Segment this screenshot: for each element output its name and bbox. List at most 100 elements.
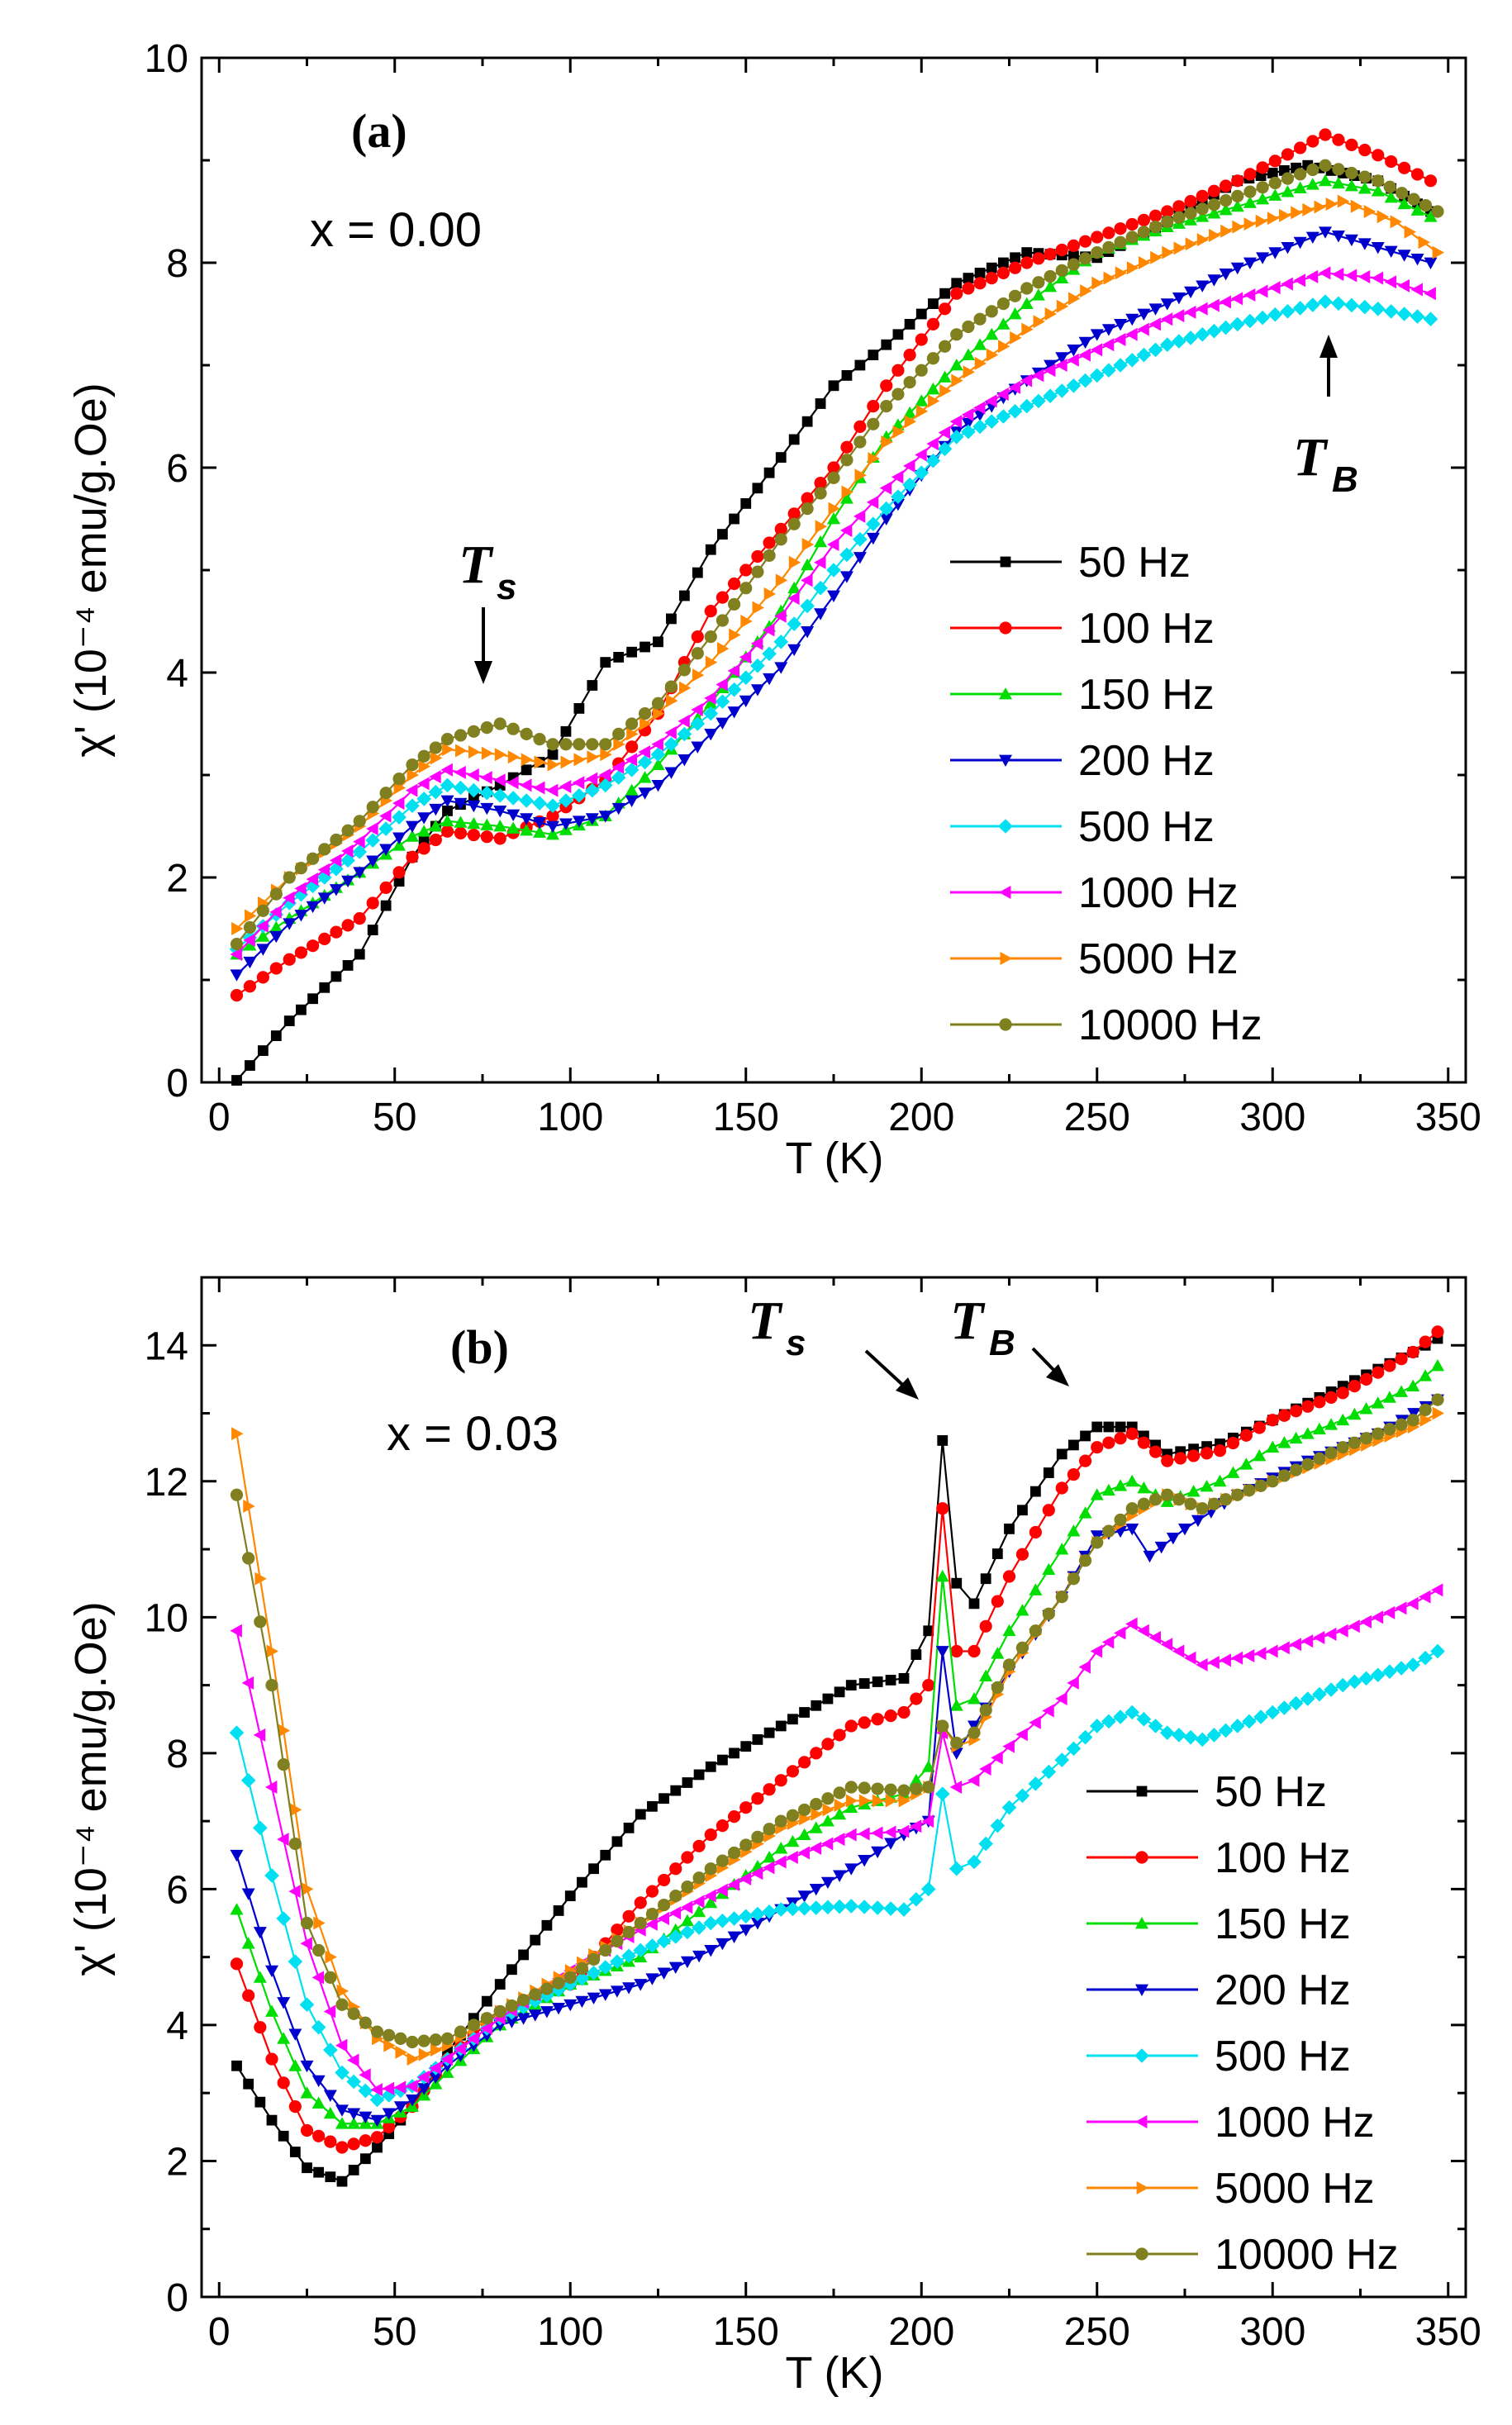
panel-a-data-point-100-hz [230, 989, 244, 1002]
panel-a-data-point-500-hz [365, 833, 380, 848]
panel-a-data-point-5000-hz [1220, 224, 1233, 238]
panel-b-data-point-500-hz [299, 1997, 315, 2013]
panel-b-data-point-50-hz [494, 1979, 506, 1990]
panel-a-data-point-200-hz [520, 813, 534, 825]
panel-b-data-point-100-hz [1078, 1454, 1092, 1467]
panel-a-data-point-200-hz [1196, 280, 1210, 292]
panel-a-data-point-1000-hz [926, 437, 939, 451]
panel-b-data-point-200-hz [858, 1855, 872, 1867]
panel-a-data-point-5000-hz [986, 348, 999, 362]
panel-a-data-point-5000-hz [854, 468, 867, 483]
panel-a-data-point-500-hz [902, 477, 917, 492]
panel-b-data-point-50-hz [1068, 1439, 1079, 1451]
panel-a-data-point-5000-hz [1232, 220, 1244, 234]
panel-b-data-point-1000-hz [230, 1624, 242, 1638]
panel-b-data-point-100-hz [810, 1747, 823, 1760]
panel-a-data-point-1000-hz [1078, 348, 1091, 362]
panel-b-data-point-10000-hz [312, 1943, 326, 1957]
panel-b-data-point-1000-hz [704, 1889, 716, 1903]
panel-a-data-point-5000-hz [1325, 197, 1338, 212]
panel-a-data-point-5000-hz [442, 743, 454, 756]
panel-a-data-point-500-hz [715, 694, 730, 709]
panel-b-data-point-150-hz [1336, 1413, 1350, 1426]
panel-a-data-point-150-hz [1207, 207, 1221, 219]
panel-b-data-point-100-hz [922, 1679, 935, 1692]
panel-a-data-point-500-hz [878, 501, 894, 516]
panel-a-data-point-200-hz [243, 956, 257, 969]
panel-a-data-point-1000-hz [546, 783, 559, 797]
panel-a-data-point-10000-hz [612, 727, 625, 741]
panel-b-data-point-500-hz [1113, 1709, 1128, 1724]
panel-a-data-point-5000-hz [1068, 292, 1081, 306]
panel-b-data-point-500-hz [311, 2019, 326, 2035]
panel-a-legend-item-100-hz: 100 Hz [950, 605, 1215, 653]
panel-b-data-point-150-hz [1055, 1543, 1069, 1555]
panel-a-data-point-200-hz [533, 816, 547, 830]
panel-a-data-point-10000-hz [341, 824, 354, 837]
panel-b-x-tick-label: 100 [537, 2310, 603, 2354]
panel-a-data-point-100-hz [727, 577, 741, 591]
panel-a-data-point-150-hz [1344, 179, 1358, 192]
panel-b-data-point-10000-hz [429, 2033, 442, 2047]
panel-a-data-point-10000-hz [1114, 235, 1127, 249]
panel-a-data-point-5000-hz [1302, 202, 1315, 216]
panel-a-data-point-100-hz [691, 630, 704, 644]
panel-b-data-point-100-hz [669, 1862, 682, 1876]
panel-b-data-point-100-hz [763, 1783, 776, 1796]
panel-a-data-point-50-hz [547, 749, 559, 760]
panel-b-data-point-10000-hz [265, 1679, 278, 1692]
panel-b-data-point-150-hz [763, 1851, 777, 1863]
panel-a-data-point-10000-hz [1256, 181, 1269, 194]
panel-b-data-point-1000-hz [809, 1842, 822, 1856]
panel-a-data-point-500-hz [1357, 299, 1372, 315]
panel-a-ticks [202, 56, 1466, 1084]
panel-a-data-point-10000-hz [962, 320, 975, 334]
panel-a-data-point-200-hz [739, 695, 753, 708]
panel-b-data-point-10000-hz [1243, 1484, 1256, 1497]
panel-b-data-point-500-hz [668, 1929, 683, 1944]
panel-a-series-line-10000-hz [235, 164, 1438, 945]
panel-a-data-point-1000-hz [866, 495, 879, 509]
panel-a-data-point-150-hz [1196, 210, 1210, 222]
panel-a-data-point-1000-hz [1196, 302, 1208, 316]
panel-a-data-point-5000-hz [815, 520, 828, 534]
panel-b-tb-annotation: T B [950, 1291, 1069, 1386]
panel-b-data-point-1000-hz [382, 2081, 395, 2095]
panel-a-data-point-5000-hz [1363, 205, 1376, 218]
panel-a-data-point-500-hz [1218, 320, 1234, 335]
panel-a-data-point-1000-hz [1424, 287, 1436, 301]
panel-a-data-point-500-hz [1172, 334, 1186, 349]
panel-a-data-point-100-hz [985, 272, 998, 285]
panel-b-data-point-100-hz [1372, 1366, 1385, 1379]
panel-b-data-point-150-hz [1419, 1369, 1433, 1381]
panel-b-data-point-10000-hz [910, 1782, 923, 1795]
panel-b-data-point-200-hz [323, 2090, 337, 2102]
panel-a-y-tick-label: 10 [145, 37, 188, 81]
panel-b-legend-marker-5000-hz [1136, 2181, 1148, 2194]
panel-a-data-point-50-hz [763, 467, 775, 478]
panel-a-data-point-5000-hz [740, 615, 753, 628]
panel-b-data-point-50-hz [1017, 1505, 1028, 1516]
panel-a-data-point-1000-hz [1137, 322, 1149, 336]
panel-b-data-point-100-hz [1419, 1335, 1432, 1348]
panel-b-data-point-10000-hz [440, 2032, 454, 2045]
panel-b-data-point-500-hz [1370, 1667, 1386, 1683]
panel-b-data-point-100-hz [950, 1644, 963, 1658]
panel-b-data-point-1000-hz [406, 2079, 418, 2093]
panel-a-y-tick-label: 4 [166, 652, 188, 696]
panel-a-data-point-100-hz [429, 833, 442, 847]
panel-a-data-point-10000-hz [230, 938, 244, 951]
panel-b-data-point-500-hz [1288, 1695, 1304, 1711]
panel-b-data-point-1000-hz [1042, 1704, 1054, 1718]
panel-b-data-point-100-hz [1067, 1467, 1081, 1481]
panel-b-data-point-200-hz [833, 1870, 847, 1882]
panel-a-data-point-50-hz [573, 703, 585, 714]
panel-a-data-point-10000-hz [625, 717, 639, 730]
panel-a-data-point-1000-hz [533, 781, 545, 795]
panel-b-data-point-150-hz [1042, 1562, 1056, 1576]
panel-a-data-point-1000-hz [1101, 338, 1115, 352]
panel-a-data-point-10000-hz [1281, 172, 1295, 185]
panel-a-data-point-10000-hz [973, 312, 987, 326]
panel-a-data-point-100-hz [1256, 161, 1269, 174]
panel-a-data-point-500-hz [532, 796, 547, 811]
